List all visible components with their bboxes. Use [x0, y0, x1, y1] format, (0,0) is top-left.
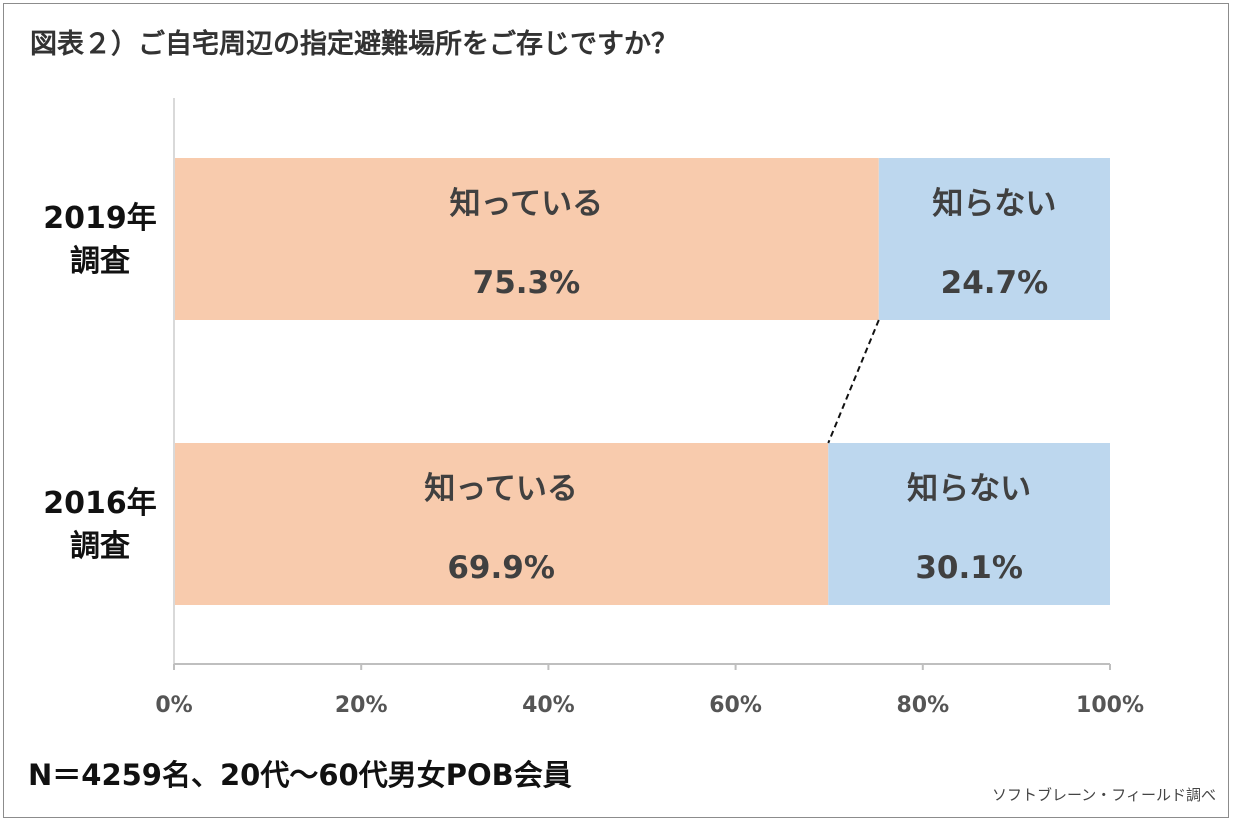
x-tick-label: 0%: [155, 693, 192, 718]
data-label: 75.3%: [473, 265, 581, 301]
chart-frame: [3, 3, 1229, 818]
x-tick-label: 40%: [522, 693, 575, 718]
source-credit: ソフトブレーン・フィールド調べ: [992, 786, 1216, 804]
bar-1-series-1: [174, 158, 879, 320]
data-label: 69.9%: [447, 550, 555, 586]
bar-2-series-2: [828, 443, 1110, 605]
series-name-label: 知っている: [424, 471, 577, 507]
sample-footnote: N＝4259名、20代～60代男女POB会員: [28, 758, 572, 792]
x-tick-label: 80%: [896, 693, 949, 718]
category-label: 2019年: [43, 201, 157, 236]
series-line-boundary: [827, 319, 880, 444]
chart-title: 図表２）ご自宅周辺の指定避難場所をご存じですか？: [30, 29, 678, 60]
series-name-label: 知らない: [932, 186, 1056, 222]
x-tick-label: 20%: [335, 693, 388, 718]
x-tick-label: 100%: [1076, 693, 1144, 718]
data-label: 30.1%: [915, 550, 1023, 586]
category-label: 2016年: [43, 486, 157, 521]
category-label: 調査: [70, 244, 130, 279]
data-label: 24.7%: [941, 265, 1049, 301]
series-name-label: 知っている: [450, 186, 603, 222]
series-name-label: 知らない: [907, 471, 1031, 507]
category-label: 調査: [70, 529, 130, 564]
bar-2-series-1: [174, 443, 829, 605]
bar-1-series-2: [878, 158, 1110, 320]
x-tick-label: 60%: [709, 693, 762, 718]
